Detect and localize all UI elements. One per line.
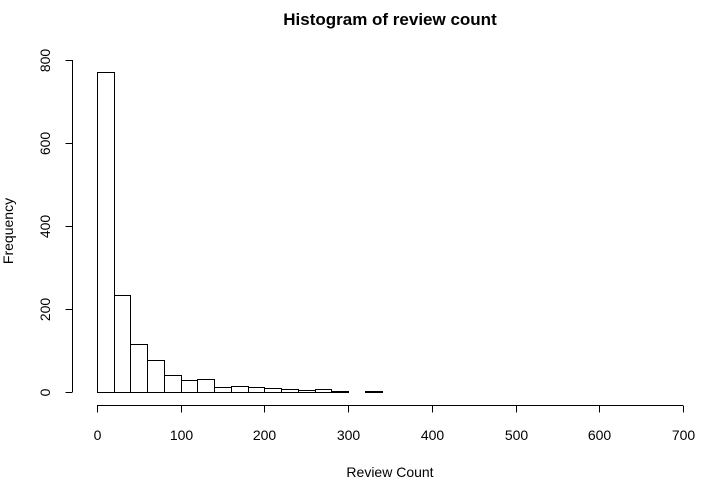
x-tick-label: 600 (588, 427, 612, 443)
histogram-bar (114, 295, 131, 393)
histogram-bar (264, 388, 282, 393)
x-tick-label: 300 (337, 427, 361, 443)
y-axis-label: Frequency (0, 198, 16, 264)
histogram-bar (315, 389, 332, 393)
y-tick-label: 0 (37, 388, 53, 396)
histogram-bar (298, 390, 316, 393)
histogram-bar (331, 391, 349, 393)
y-tick-label: 200 (37, 298, 53, 322)
x-axis: 0 100 200 300 400 500 600 700 (94, 405, 696, 443)
x-axis-label: Review Count (346, 464, 433, 480)
histogram-bar (197, 379, 215, 393)
y-axis: 0 200 400 600 800 (37, 49, 73, 396)
x-tick-label: 0 (94, 427, 102, 443)
x-tick-label: 400 (421, 427, 445, 443)
histogram-bar (97, 72, 115, 393)
histogram-bar (147, 360, 165, 393)
histogram-bar (214, 387, 232, 393)
histogram-bar (181, 380, 198, 393)
histogram-bar (248, 387, 265, 393)
histogram-bar (365, 391, 383, 393)
histogram-bar (231, 386, 249, 393)
histogram-bar (281, 389, 299, 393)
bars-group (97, 72, 383, 393)
y-tick-label: 600 (37, 132, 53, 156)
y-tick-label: 400 (37, 215, 53, 239)
chart-title: Histogram of review count (283, 10, 497, 29)
histogram-bar (130, 344, 148, 393)
x-tick-label: 100 (170, 427, 194, 443)
y-tick-label: 800 (37, 49, 53, 73)
x-tick-label: 500 (505, 427, 529, 443)
histogram-bar (164, 375, 182, 393)
x-tick-label: 700 (672, 427, 696, 443)
x-tick-label: 200 (253, 427, 277, 443)
